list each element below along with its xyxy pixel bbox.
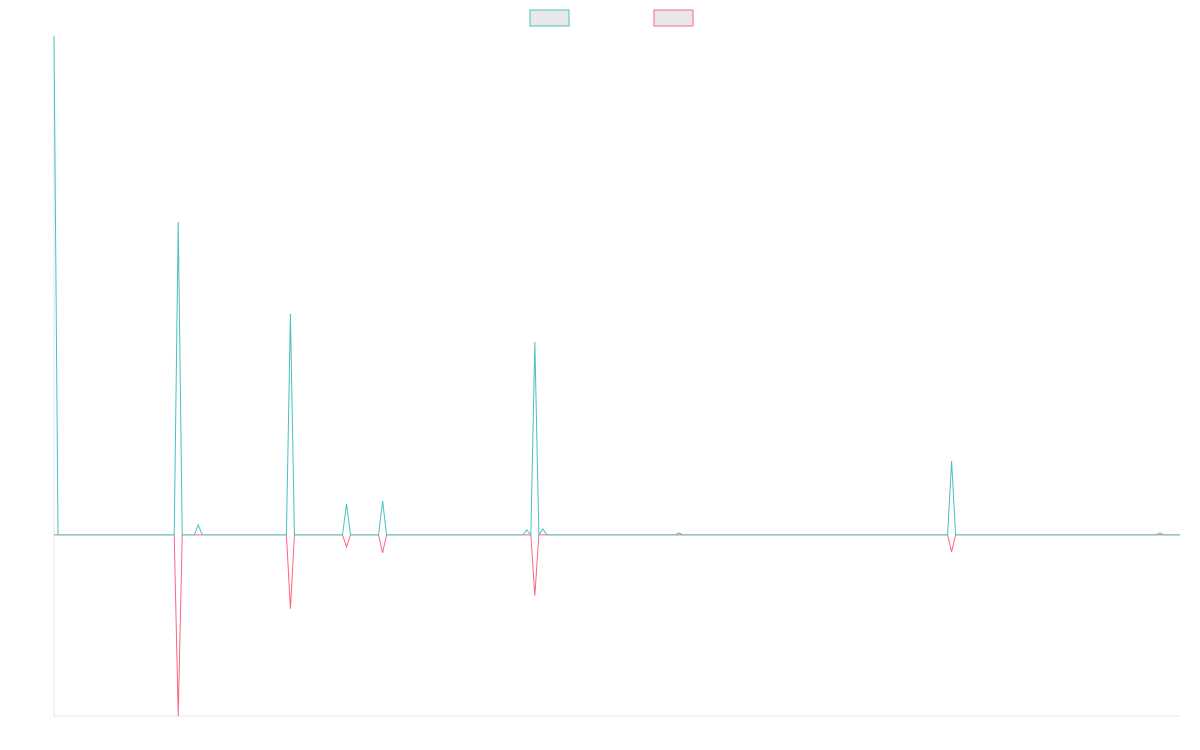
data-line [53, 35, 1180, 537]
legend-swatch [653, 9, 694, 27]
legend-swatch [529, 9, 570, 27]
data-line [54, 534, 1180, 717]
